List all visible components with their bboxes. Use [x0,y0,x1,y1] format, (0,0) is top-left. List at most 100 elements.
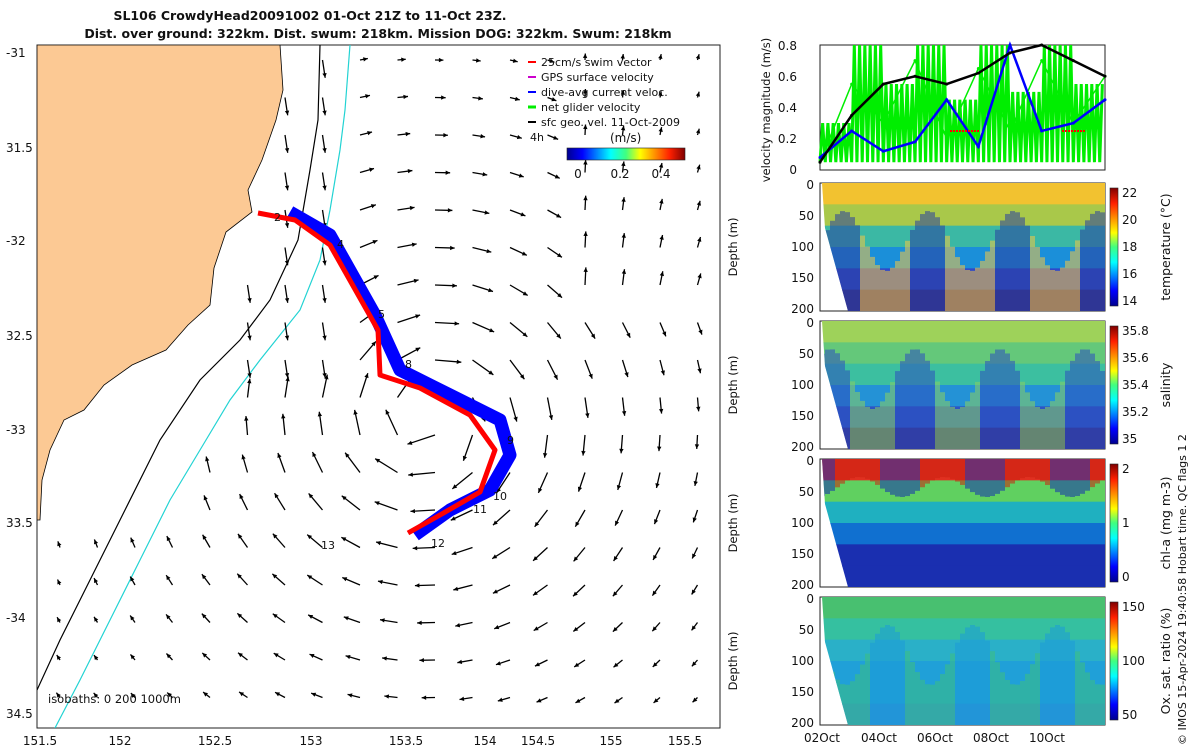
x-tick: 155.5 [668,734,702,748]
depth-tick: 150 [791,271,814,285]
colorbar-title: (m/s) [610,131,641,145]
colorbar-tick: 16 [1122,267,1137,281]
velocity-ylabel: velocity magnitude (m/s) [759,38,773,183]
series-point [914,59,917,62]
depth-axis-label: Depth (m) [726,632,740,691]
colorbar-label: temperature (°C) [1158,193,1173,300]
series-point [914,75,917,78]
colorbar-tick: 35.8 [1122,324,1149,338]
series-point [977,72,980,75]
colorbar-tick: 35.4 [1122,378,1149,392]
series-point [1104,98,1107,101]
x-tick: 153.5 [389,734,423,748]
x-tick: 151.5 [23,734,57,748]
y-tick: -31 [6,46,26,60]
depth-tick: 0 [806,454,814,468]
day-marker: 10 [493,490,507,503]
x-tick: 155 [600,734,623,748]
legend-net: net glider velocity [541,101,641,114]
colorbar-tick: 0 [574,167,582,181]
depth-tick: 150 [791,409,814,423]
velocity-y-ticks: 0.8 0.6 0.4 0.2 0 [778,39,797,177]
y-tick: 0.8 [778,39,797,53]
depth-tick: 50 [799,485,814,499]
x-tick: 154.5 [521,734,555,748]
series-point [882,83,885,86]
depth-axis-label: Depth (m) [726,356,740,415]
series-point [945,98,948,101]
y-tick: -32 [6,234,26,248]
colorbar-tick: 2 [1122,462,1130,476]
day-marker: 12 [431,537,445,550]
colorbar-tick: 0 [1122,570,1130,584]
series-point [850,114,853,117]
depth-tick: 50 [799,209,814,223]
velocity-panel: 0.8 0.6 0.4 0.2 0 velocity magnitude (m/… [759,38,1107,183]
colorbar-tick: 20 [1122,213,1137,227]
day-marker: 2 [274,211,281,224]
depth-tick: 150 [791,685,814,699]
y-tick: 32.5 [6,329,33,343]
legend-diveavg: dive-avg current veloc. [541,86,668,99]
series-point [945,83,948,86]
colorbar-tick: 35.2 [1122,405,1149,419]
colorbar-label: salinity [1158,362,1173,407]
y-tick: -34 [6,611,26,625]
y-tick: -33 [6,423,26,437]
depth-tick: 50 [799,347,814,361]
legend-swim: 25cm/s swim vector [541,56,652,69]
series-point [882,122,885,125]
series-point [1009,44,1012,47]
y-tick: 34.5 [6,707,33,721]
series-point [882,150,885,153]
series-point [850,83,853,86]
map-panel: 2 4 5 8 9 10 11 12 13 25cm/s swim vector… [6,45,720,748]
footer-credit: © IMOS 15-Apr-2024 19:40:58 Hobart time.… [1176,434,1189,745]
series-point [1040,59,1043,62]
day-marker: 9 [507,434,514,447]
series-point [945,137,948,140]
series-point [1009,51,1012,54]
y-tick: 0 [789,163,797,177]
depth-tick: 200 [791,578,814,592]
time-ticks: 02Oct 04Oct 06Oct 08Oct 10Oct [804,731,1065,745]
series-point [977,145,980,148]
y-tick: 0.2 [778,132,797,146]
x-tick: 154 [474,734,497,748]
series-point [977,67,980,70]
day-marker: 8 [405,358,412,371]
series-point [1040,129,1043,132]
series-point [1104,75,1107,78]
series-point [850,129,853,132]
colorbar-tick: 35.6 [1122,351,1149,365]
depth-axis-label: Depth (m) [726,218,740,277]
day-marker: 4 [337,238,344,251]
depth-axis-label: Depth (m) [726,494,740,553]
time-tick: 08Oct [973,731,1009,745]
depth-tick: 100 [791,654,814,668]
y-tick: 0.4 [778,101,797,115]
speed-colorbar [567,148,685,160]
depth-tick: 100 [791,516,814,530]
title-line2: Dist. over ground: 322km. Dist. swum: 21… [84,26,671,41]
colorbar-tick: 0.2 [610,167,629,181]
series-point [1072,59,1075,62]
day-marker: 13 [321,539,335,552]
depth-tick: 100 [791,240,814,254]
colorbar-tick: 0.4 [651,167,670,181]
colorbar-tick: 150 [1122,600,1145,614]
depth-tick: 200 [791,440,814,454]
colorbar-tick: 100 [1122,654,1145,668]
depth-tick: 0 [806,178,814,192]
depth-tick: 100 [791,378,814,392]
